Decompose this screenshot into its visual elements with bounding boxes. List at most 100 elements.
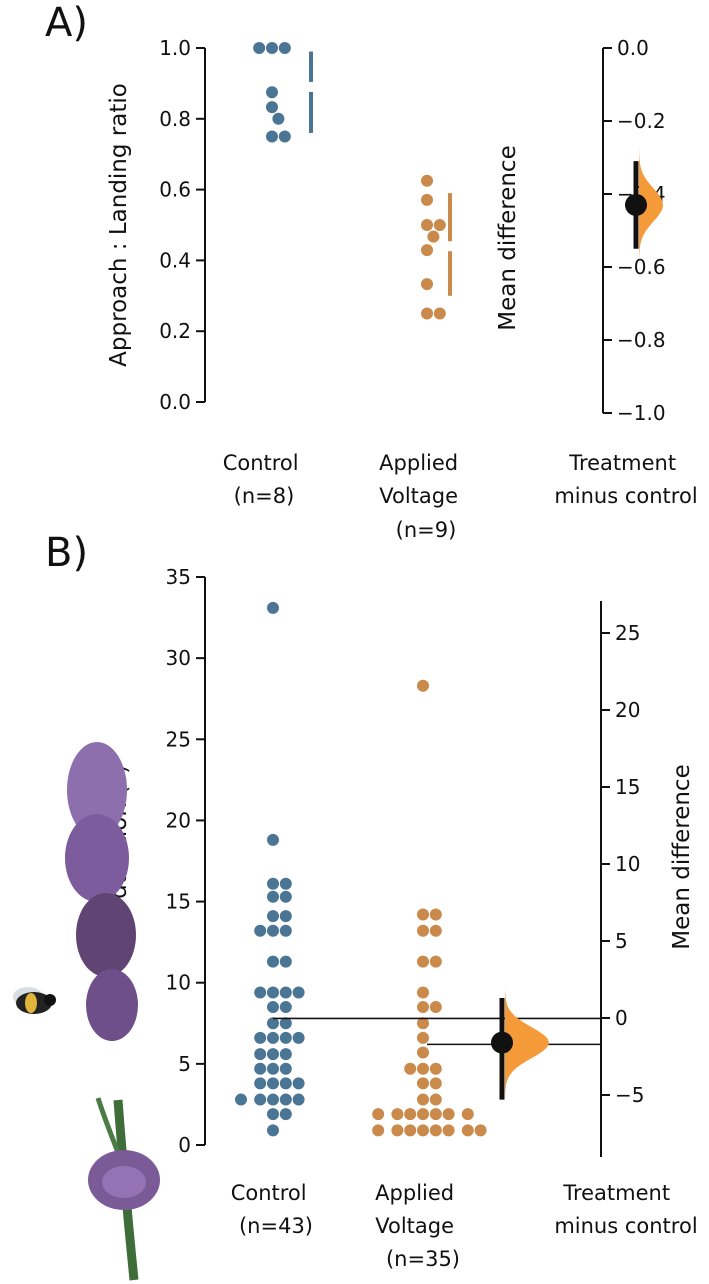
panel-b-control-point-16 — [292, 986, 305, 999]
panel-b-right-tick-label-5: 0 — [615, 1006, 628, 1030]
panel-a-voltage-point-7 — [421, 307, 433, 320]
panel-b-control-point-15 — [254, 986, 267, 999]
panel-b-voltage-point-23 — [442, 1108, 455, 1121]
panel-a-category-effect: Treatment minus control — [554, 451, 697, 508]
panel-b-voltage-point-4 — [429, 924, 442, 937]
panel-b-voltage-point-32 — [461, 1124, 474, 1137]
panel-b-voltage-point-25 — [461, 1108, 474, 1121]
panel-b-control-point-17 — [267, 1001, 279, 1014]
panel-b-control-point-13 — [267, 986, 279, 999]
panel-a-category-effect-line2: minus control — [554, 484, 697, 508]
panel-b-control-point-25 — [267, 1048, 279, 1061]
panel-b-right-axis: 25 20 15 10 5 0 −5 Mean difference — [600, 601, 695, 1157]
panel-a-voltage-point-4 — [427, 230, 440, 243]
panel-b-voltage-point-20 — [417, 1108, 429, 1121]
thistle-flower-side-highlight — [102, 1166, 146, 1198]
panel-b-control-point-37 — [254, 1093, 267, 1106]
panel-b-voltage-point-30 — [442, 1124, 455, 1137]
panel-b-swarm — [235, 601, 487, 1137]
panel-a-control-point-6 — [266, 130, 278, 143]
panel-a-swarm — [253, 42, 446, 320]
panel-a-y-axis-title: Approach : Landing ratio — [106, 83, 132, 367]
panel-a-control-point-0 — [266, 42, 278, 54]
panel-b-voltage-point-31 — [391, 1124, 404, 1137]
panel-b-control-point-28 — [267, 1062, 279, 1075]
panel-b-voltage-point-14 — [429, 1062, 442, 1075]
panel-a-voltage-point-2 — [421, 219, 433, 231]
panel-b-control-point-22 — [279, 1031, 292, 1044]
panel-a: A) 0.0 0.2 0.4 0.6 0.8 1.0 Approach : Landing… — [45, 0, 698, 542]
panel-b-voltage-point-19 — [429, 1093, 442, 1106]
panel-b-effect-axis-title: Mean difference — [669, 764, 695, 949]
panel-b-right-tick-label-3: 10 — [615, 852, 640, 876]
panel-b-voltage-point-28 — [429, 1124, 442, 1137]
panel-b-control-point-2 — [267, 877, 279, 890]
thistle-flower-lower — [76, 893, 136, 977]
panel-b-voltage-point-24 — [391, 1108, 404, 1121]
panel-b-voltage-point-17 — [429, 1077, 442, 1090]
panel-b-left-tick-label-0: 0 — [178, 1133, 191, 1157]
panel-b-left-tick-label-3: 15 — [166, 890, 191, 914]
panel-b-voltage-point-8 — [417, 1001, 429, 1014]
panel-b-voltage-point-27 — [417, 1124, 429, 1137]
panel-a-control-point-7 — [278, 130, 291, 143]
panel-b-effect-mean — [491, 1031, 513, 1054]
panel-b-control-point-0 — [267, 601, 279, 614]
panel-b-control-point-19 — [267, 1017, 279, 1030]
panel-a-left-tick-label-1: 0.2 — [159, 319, 191, 343]
panel-a-control-point-5 — [272, 112, 285, 125]
panel-a-voltage-point-5 — [421, 244, 433, 257]
panel-b-effect-distribution — [505, 945, 549, 1139]
panel-b-right-tick-label-6: −5 — [615, 1083, 644, 1107]
panel-b-voltage-point-29 — [404, 1124, 417, 1137]
panel-a-effect-distribution — [639, 131, 663, 282]
panel-b-effect — [273, 945, 601, 1139]
panel-b-control-point-32 — [279, 1077, 292, 1090]
panel-b-voltage-point-11 — [417, 1031, 429, 1044]
panel-b-category-control-line2: (n=43) — [239, 1214, 313, 1238]
panel-b-voltage-point-12 — [417, 1046, 429, 1059]
panel-b-control-point-29 — [279, 1062, 292, 1075]
panel-a-category-effect-line1: Treatment — [568, 451, 676, 475]
panel-b-control-point-12 — [279, 955, 292, 968]
panel-b-control-point-33 — [254, 1077, 267, 1090]
panel-b-control-point-11 — [267, 955, 279, 968]
panel-b-voltage-point-9 — [429, 1001, 442, 1014]
panel-a-left-tick-label-5: 1.0 — [159, 36, 191, 60]
panel-b-control-point-36 — [279, 1093, 292, 1106]
panel-a-category-voltage-line3: (n=9) — [396, 518, 457, 542]
panel-b-voltage-point-33 — [372, 1124, 385, 1137]
panel-a-effect-mean — [625, 193, 647, 216]
panel-b-control-point-18 — [279, 1001, 292, 1014]
panel-a-voltage-point-8 — [433, 307, 446, 320]
panel-b-voltage-point-18 — [417, 1093, 429, 1106]
panel-a-category-control-line2: (n=8) — [234, 484, 295, 508]
panel-b-right-tick-label-2: 15 — [615, 775, 640, 799]
panel-a-voltage-point-3 — [433, 219, 446, 231]
panel-b-voltage-point-16 — [417, 1077, 429, 1090]
panel-a-voltage-point-1 — [421, 193, 433, 206]
panel-b-control-point-40 — [267, 1108, 279, 1121]
panel-a-control-point-3 — [266, 86, 278, 99]
panel-b-control-point-27 — [254, 1048, 267, 1061]
panel-b-category-effect-line2: minus control — [554, 1214, 697, 1238]
panel-b-right-tick-label-0: 25 — [615, 621, 640, 645]
thistle-flower-top — [67, 742, 127, 838]
panel-a-left-axis: 0.0 0.2 0.4 0.6 0.8 1.0 Approach : Landing ra… — [106, 36, 206, 414]
panel-b-voltage-point-34 — [474, 1124, 487, 1137]
panel-b-control-point-23 — [254, 1031, 267, 1044]
panel-b-control-point-31 — [267, 1077, 279, 1090]
panel-b-control-point-1 — [267, 833, 279, 846]
panel-a-category-control: Control (n=8) — [223, 451, 306, 508]
panel-b-control-point-21 — [267, 1031, 279, 1044]
panel-b-control-point-30 — [254, 1062, 267, 1075]
panel-b-control-point-14 — [279, 986, 292, 999]
panel-a-right-tick-label-0: 0.0 — [617, 36, 649, 60]
panel-b-category-control: Control (n=43) — [231, 1181, 314, 1238]
panel-a-left-tick-label-4: 0.8 — [159, 107, 191, 131]
panel-b-left-tick-label-6: 30 — [166, 646, 191, 670]
panel-b-voltage-point-0 — [417, 679, 429, 692]
panel-b-category-voltage-line2: Voltage — [375, 1214, 454, 1238]
panel-b-left-tick-label-1: 5 — [178, 1052, 191, 1076]
panel-a-voltage-point-0 — [421, 174, 433, 187]
